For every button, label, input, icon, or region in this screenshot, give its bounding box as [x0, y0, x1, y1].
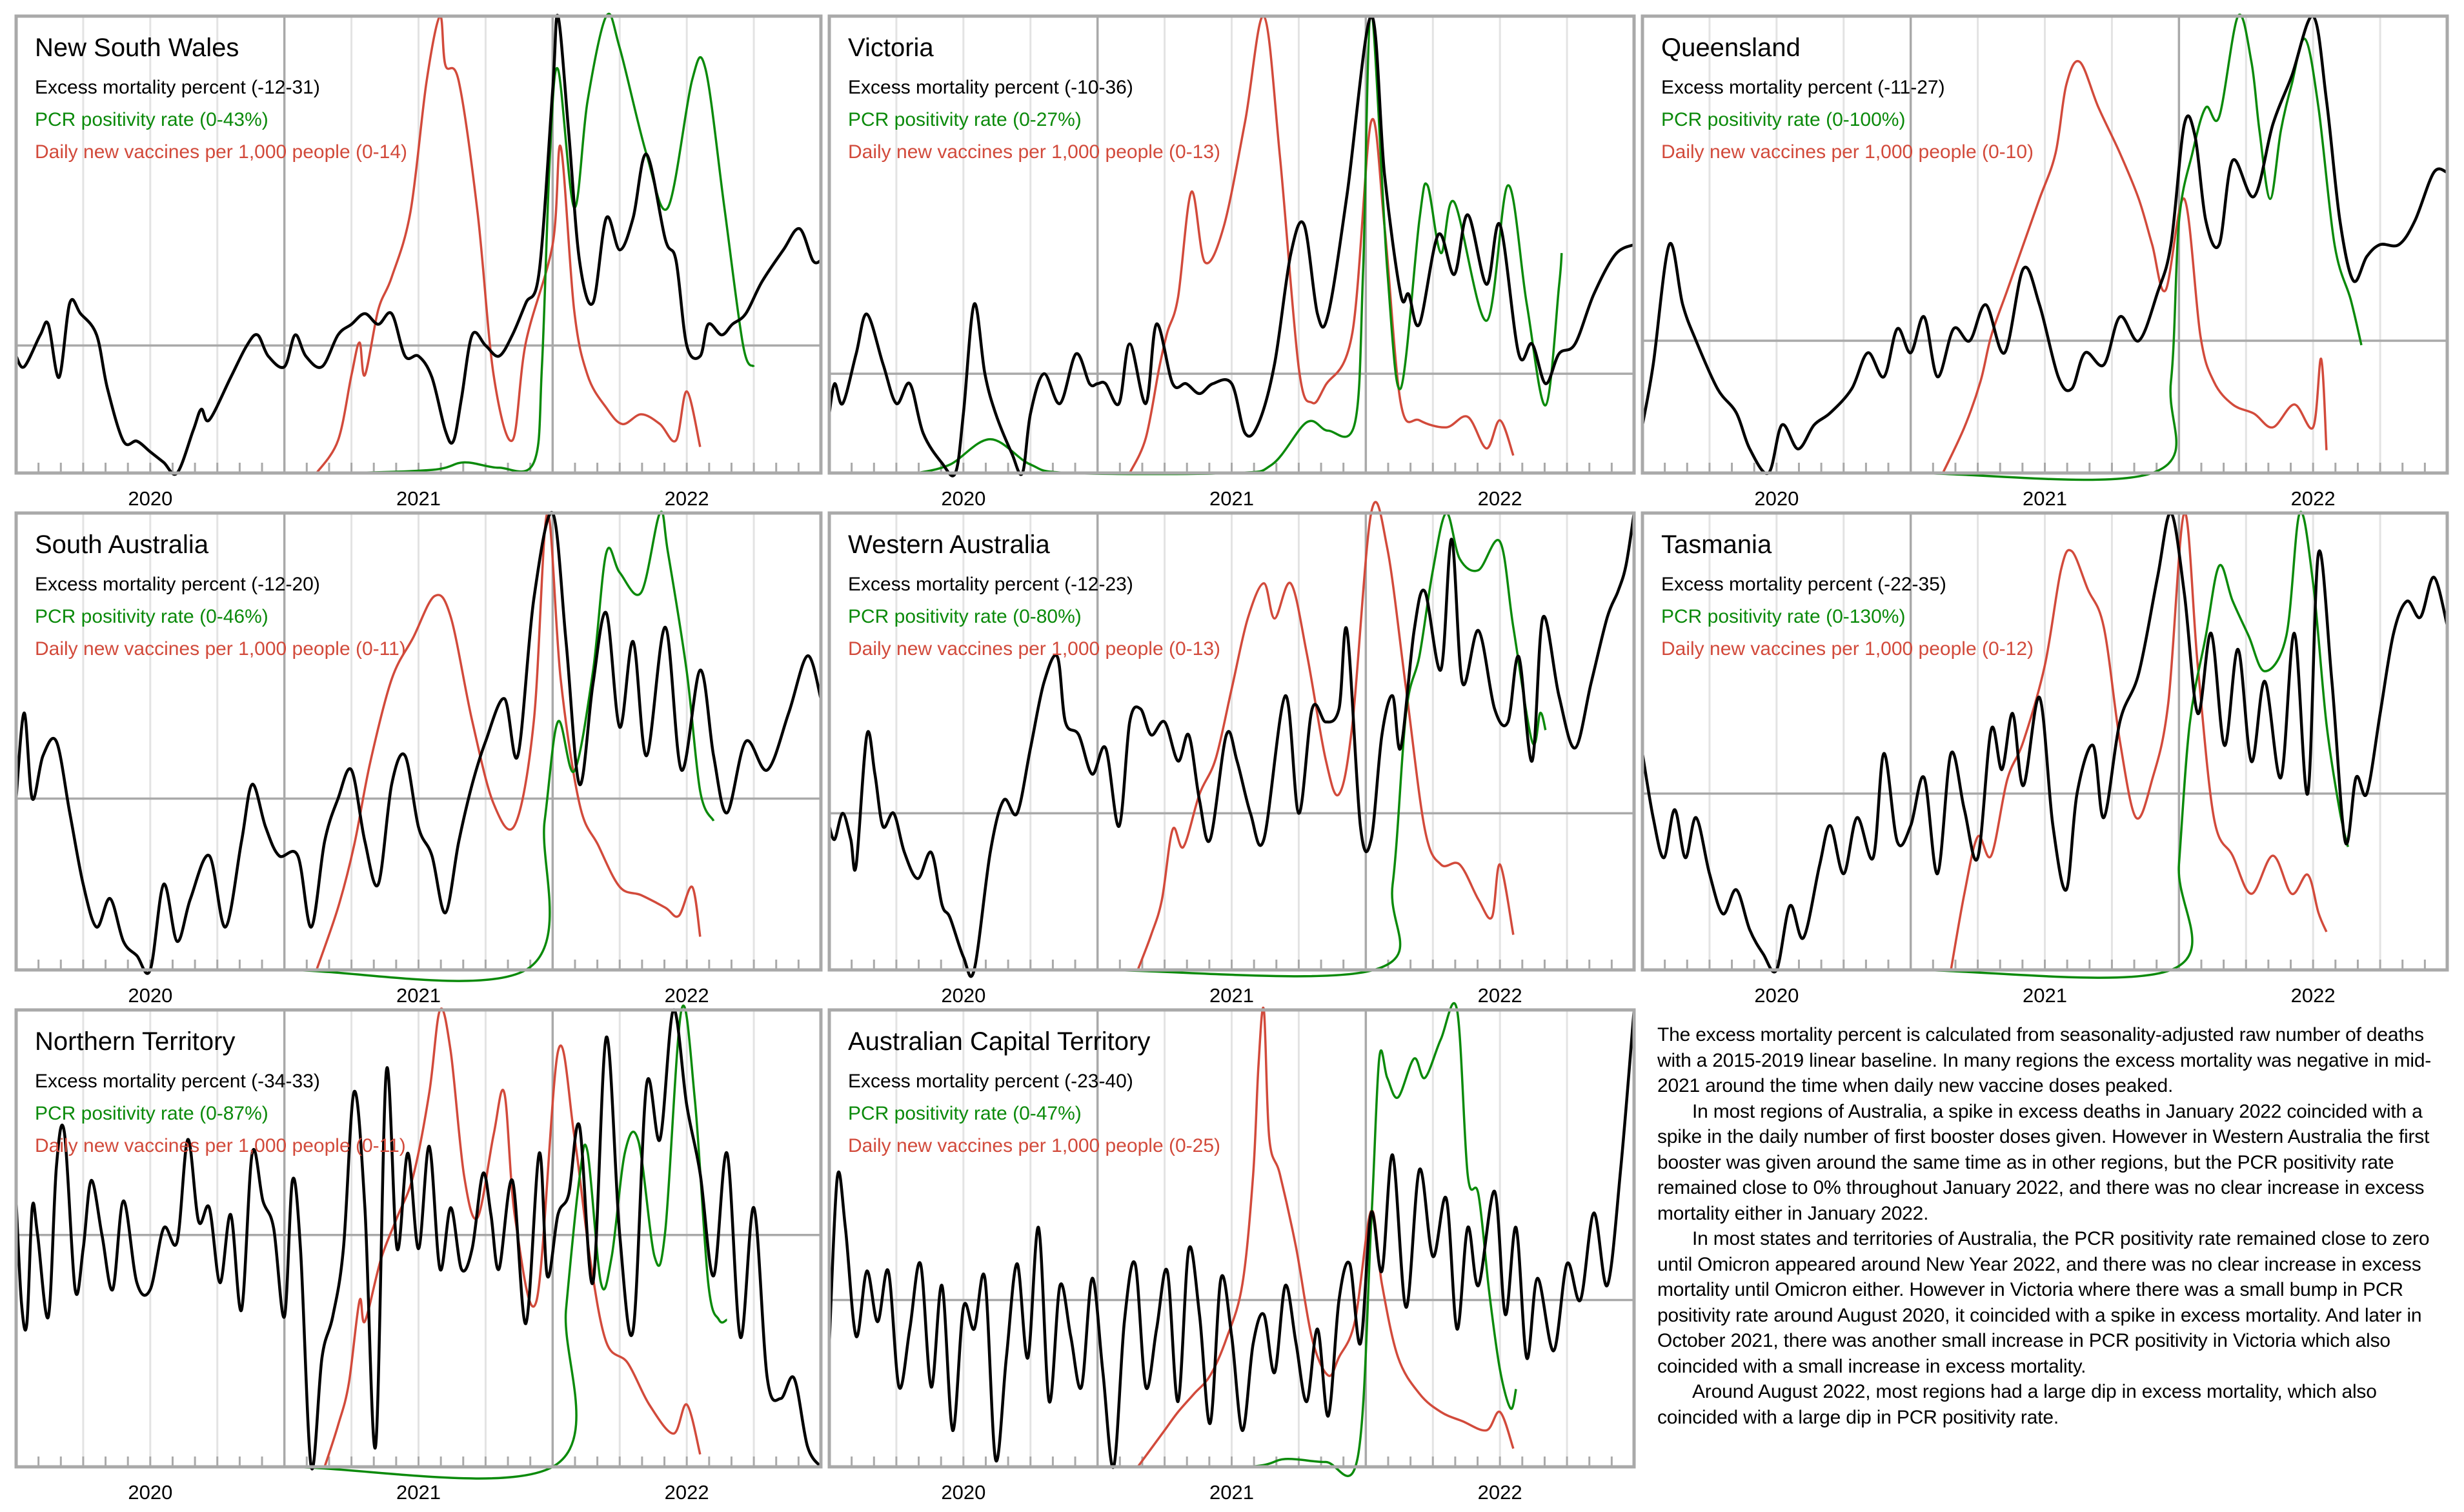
- x-tick-label: 2021: [1209, 1481, 1254, 1504]
- x-tick-label: 2021: [396, 487, 441, 510]
- x-tick-label: 2022: [664, 487, 709, 510]
- x-tick-label: 2022: [664, 984, 709, 1007]
- notes-paragraph-3: In most states and territories of Austra…: [1657, 1228, 2430, 1377]
- chart-svg: [14, 510, 823, 982]
- chart-panel: 2020 2021 2022 Victoria Excess mortality per…: [827, 14, 1636, 518]
- vaccines-line: [1941, 59, 2328, 474]
- vaccines-line: [1136, 1007, 1515, 1468]
- notes-paragraph-1: The excess mortality percent is calculat…: [1657, 1024, 2432, 1096]
- plot-frame: [14, 14, 823, 475]
- pcr-positivity-line: [918, 1002, 1517, 1477]
- x-tick-label: 2020: [941, 487, 986, 510]
- x-tick-label: 2021: [396, 1481, 441, 1504]
- x-tick-label: 2020: [128, 984, 173, 1007]
- x-tick-label: 2022: [2290, 984, 2336, 1007]
- vaccines-line: [1136, 501, 1515, 971]
- x-tick-label: 2020: [1754, 487, 1799, 510]
- notes-paragraph-2: In most regions of Australia, a spike in…: [1657, 1100, 2430, 1224]
- vaccines-line: [1128, 15, 1515, 474]
- plot-frame: [1641, 511, 2449, 972]
- mortality-line: [1641, 14, 2448, 476]
- x-tick-label: 2020: [128, 487, 173, 510]
- mortality-line: [827, 512, 1636, 978]
- notes-paragraph-4: Around August 2022, most regions had a l…: [1657, 1381, 2377, 1428]
- chart-panel: 2020 2021 2022 Australian Capital Territory…: [827, 1002, 1636, 1512]
- mortality-line: [15, 14, 822, 476]
- x-tick-label: 2020: [941, 1481, 986, 1504]
- chart-svg: [1641, 510, 2449, 979]
- mortality-line: [14, 1008, 822, 1471]
- plot-frame: [827, 14, 1636, 475]
- chart-svg: [14, 12, 823, 476]
- chart-svg: [1641, 14, 2449, 481]
- chart-panel: 2020 2021 2022 New South Wales Excess mortal…: [14, 12, 823, 518]
- pcr-positivity-line: [105, 510, 715, 982]
- chart-panel: 2020 2021 2022 South Australia Excess mortal…: [14, 510, 823, 1015]
- chart-panel: 2020 2021 2022 Queensland Excess mortality p…: [1641, 14, 2449, 518]
- x-tick-label: 2022: [2290, 487, 2336, 510]
- x-tick-label: 2020: [1754, 984, 1799, 1007]
- vaccines-line: [1950, 512, 2328, 971]
- mortality-line: [14, 510, 823, 975]
- x-tick-label: 2022: [1477, 487, 1522, 510]
- chart-panel: 2020 2021 2022 Western Australia Excess mort…: [827, 501, 1636, 1015]
- mortality-line: [827, 1009, 1636, 1469]
- x-tick-label: 2020: [128, 1481, 173, 1504]
- pcr-positivity-line: [1731, 14, 2363, 481]
- x-tick-label: 2022: [664, 1481, 709, 1504]
- plot-frame: [827, 1008, 1636, 1469]
- chart-panel: 2020 2021 2022 Northern Territory Excess mor…: [14, 1004, 823, 1512]
- x-tick-label: 2021: [2023, 487, 2067, 510]
- x-tick-label: 2021: [1209, 487, 1254, 510]
- x-tick-label: 2021: [1209, 984, 1254, 1007]
- pcr-positivity-line: [105, 12, 755, 475]
- vaccines-line: [323, 1007, 702, 1467]
- chart-svg: [827, 501, 1636, 978]
- pcr-positivity-line: [917, 15, 1563, 476]
- vaccines-line: [316, 15, 702, 474]
- vaccines-line: [315, 512, 702, 971]
- plot-frame: [1641, 14, 2449, 475]
- x-tick-label: 2020: [941, 984, 986, 1007]
- plot-frame: [14, 1008, 823, 1469]
- explanatory-notes: The excess mortality percent is calculat…: [1657, 1022, 2452, 1430]
- x-tick-label: 2022: [1477, 984, 1522, 1007]
- chart-svg: [827, 1002, 1636, 1477]
- chart-panel: 2020 2021 2022 Tasmania Excess mortality per…: [1641, 510, 2449, 1015]
- pcr-positivity-line: [918, 512, 1547, 978]
- chart-svg: [14, 1004, 823, 1480]
- mortality-line: [1641, 511, 2449, 974]
- x-tick-label: 2022: [1477, 1481, 1522, 1504]
- plot-frame: [14, 511, 823, 972]
- chart-svg: [827, 14, 1636, 478]
- x-tick-label: 2021: [396, 984, 441, 1007]
- plot-frame: [827, 511, 1636, 972]
- mortality-line: [827, 14, 1635, 478]
- x-tick-label: 2021: [2023, 984, 2067, 1007]
